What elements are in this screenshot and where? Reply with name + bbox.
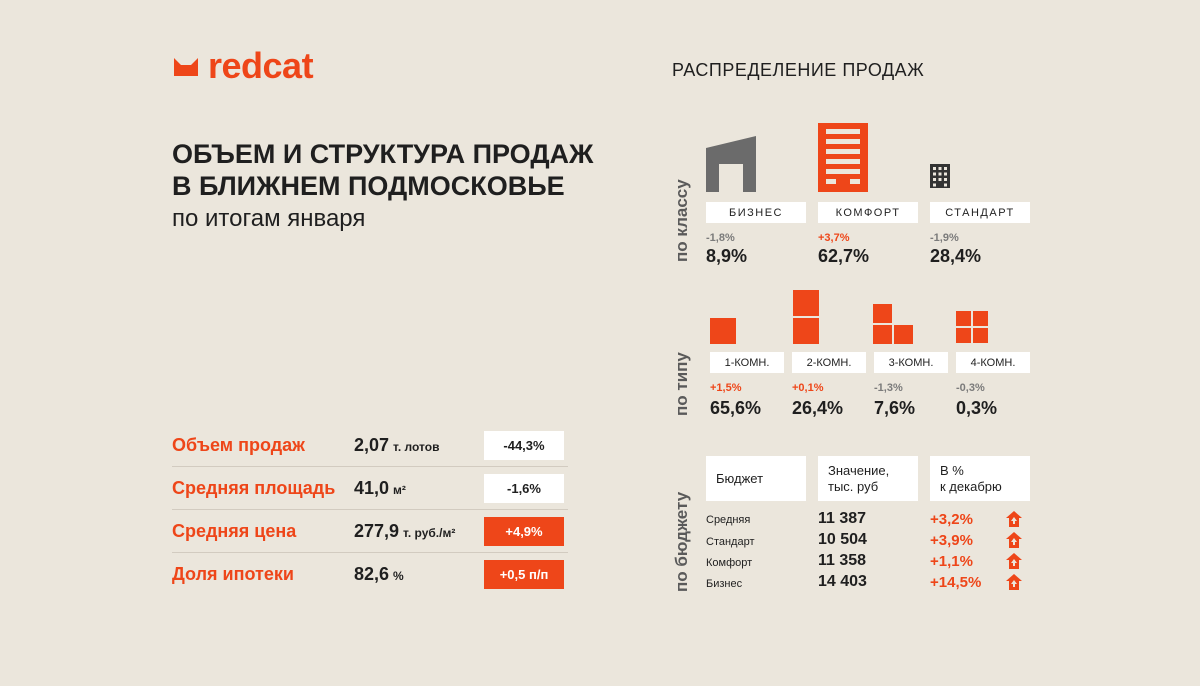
class-delta-standard: -1,9%: [930, 232, 959, 244]
stat-unit: т. лотов: [393, 439, 440, 454]
type-share-2: 26,4%: [792, 398, 844, 418]
type-share-1: 65,6%: [710, 398, 762, 418]
budget-header-text: Значение, тыс. руб: [828, 463, 889, 495]
comfort-building-icon: [818, 123, 868, 192]
stat-number: 82,6: [354, 564, 390, 584]
budget-header-line: тыс. руб: [828, 478, 879, 494]
four-room-icon: [956, 311, 988, 343]
type-tag-4: 4-КОМН.: [956, 352, 1030, 373]
business-building-icon: [706, 136, 756, 192]
stat-row-mortgage: Доля ипотеки 82,6% +0,5 п/п: [172, 553, 568, 596]
by-class-label: по классу: [672, 179, 691, 262]
three-room-icon: [873, 304, 913, 344]
class-delta-comfort: +3,7%: [818, 232, 850, 244]
type-tag-3: 3-КОМН.: [874, 352, 948, 373]
stat-value: 41,0 м²: [354, 478, 484, 499]
type-delta-2: +0,1%: [792, 382, 824, 394]
standard-building-icon: [930, 164, 950, 188]
budget-header-name: Бюджет: [706, 456, 806, 501]
budget-row-name: Средняя: [706, 514, 751, 526]
stat-number: 41,0: [354, 477, 390, 498]
stat-unit: %: [393, 569, 404, 583]
type-tag-2: 2-КОМН.: [792, 352, 866, 373]
budget-row-name: Комфорт: [706, 557, 753, 569]
by-budget-label: по бюджету: [672, 491, 691, 592]
class-share-comfort: 62,7%: [818, 246, 870, 266]
type-delta-3: -1,3%: [874, 382, 903, 394]
budget-header-value: Значение, тыс. руб: [818, 456, 918, 501]
stat-row-price: Средняя цена 277,9 т. руб./м² +4,9%: [172, 510, 568, 553]
house-up-icon: [1006, 574, 1022, 590]
budget-row-name: Бизнес: [706, 578, 743, 590]
page-title-line-1: ОБЪЕМ И СТРУКТУРА ПРОДАЖ: [172, 139, 594, 169]
budget-row-name: Стандарт: [706, 536, 755, 548]
class-delta-business: -1,8%: [706, 232, 735, 244]
budget-row-value: 11 387: [818, 510, 867, 527]
budget-row-value: 10 504: [818, 531, 867, 548]
stat-value: 82,6%: [354, 564, 484, 585]
class-tag-business: БИЗНЕС: [706, 202, 806, 223]
class-share-business: 8,9%: [706, 246, 748, 266]
page-subtitle: по итогам января: [172, 205, 366, 232]
budget-header-line: к декабрю: [940, 478, 1002, 494]
budget-row-pct: +3,9%: [930, 532, 973, 549]
stat-change-badge: +4,9%: [484, 516, 564, 546]
stat-row-volume: Объем продаж 2,07 т. лотов -44,3%: [172, 424, 568, 467]
budget-row-value: 14 403: [818, 573, 867, 590]
budget-row-pct: +14,5%: [930, 574, 982, 591]
budget-header-text: Бюджет: [716, 470, 764, 486]
page-heading: ОБЪЕМ И СТРУКТУРА ПРОДАЖ В БЛИЖНЕМ ПОДМО…: [172, 138, 593, 236]
class-share-standard: 28,4%: [930, 246, 982, 266]
cat-logo-icon: [174, 58, 198, 76]
one-room-icon: [710, 318, 736, 344]
stat-number: 277,9: [354, 520, 400, 541]
class-tag-standard: СТАНДАРТ: [930, 202, 1030, 223]
budget-header-text: В % к декабрю: [940, 463, 1002, 495]
class-tag-comfort: КОМФОРТ: [818, 202, 918, 223]
house-up-icon: [1006, 511, 1022, 527]
by-type-label: по типу: [672, 352, 691, 416]
two-room-icon: [793, 290, 819, 344]
stat-label: Доля ипотеки: [172, 564, 294, 584]
stat-value: 277,9 т. руб./м²: [354, 521, 484, 542]
type-delta-4: -0,3%: [956, 382, 985, 394]
brand-name: redcat: [208, 45, 314, 86]
house-up-icon: [1006, 532, 1022, 548]
type-delta-1: +1,5%: [710, 382, 742, 394]
stat-row-area: Средняя площадь 41,0 м² -1,6%: [172, 467, 568, 510]
budget-row-pct: +1,1%: [930, 553, 973, 570]
sales-stats-table: Объем продаж 2,07 т. лотов -44,3% Средняя…: [172, 424, 568, 596]
budget-header-line: Значение,: [828, 462, 890, 478]
budget-row-pct: +3,2%: [930, 511, 973, 528]
stat-label: Объем продаж: [172, 434, 305, 455]
stat-number: 2,07: [354, 434, 390, 455]
stat-change-badge: -44,3%: [484, 430, 564, 460]
stat-label: Средняя цена: [172, 520, 297, 541]
stat-change-badge: +0,5 п/п: [484, 560, 564, 589]
stat-value: 2,07 т. лотов: [354, 435, 484, 456]
type-share-4: 0,3%: [956, 398, 998, 418]
budget-row-value: 11 358: [818, 552, 867, 569]
stat-change-badge: -1,6%: [484, 473, 564, 503]
type-share-3: 7,6%: [874, 398, 916, 418]
brand-logo: redcat: [172, 45, 314, 86]
stat-unit: т. руб./м²: [403, 525, 456, 540]
distribution-title: РАСПРЕДЕЛЕНИЕ ПРОДАЖ: [672, 60, 925, 80]
stat-unit: м²: [393, 482, 406, 497]
page-title-line-2: В БЛИЖНЕМ ПОДМОСКОВЬЕ: [172, 171, 565, 201]
stat-label: Средняя площадь: [172, 477, 336, 498]
budget-header-line: В %: [940, 462, 964, 478]
house-up-icon: [1006, 553, 1022, 569]
type-tag-1: 1-КОМН.: [710, 352, 784, 373]
budget-header-pct: В % к декабрю: [930, 456, 1030, 501]
